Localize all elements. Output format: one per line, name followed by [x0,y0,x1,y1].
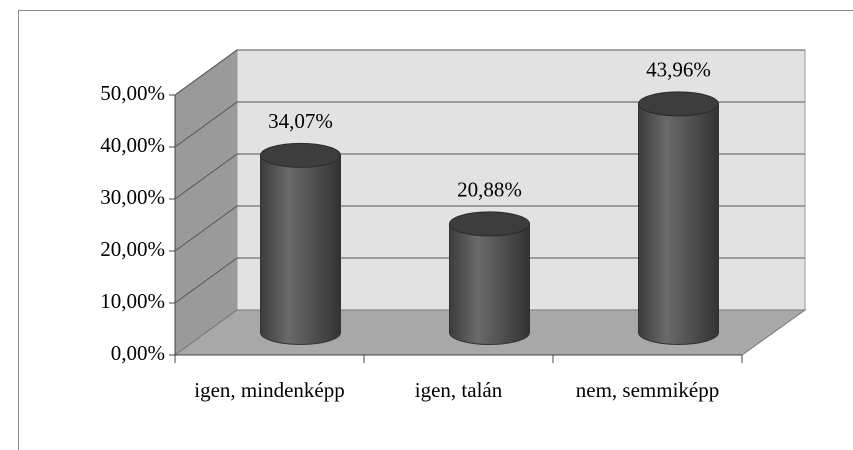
grid-line [174,101,238,148]
grid-line [174,153,238,200]
bar-top [449,211,530,237]
bar-top [260,142,341,168]
y-tick-label: 30,00% [100,185,165,209]
data-label: 34,07% [268,109,333,133]
grid-line [174,205,238,252]
x-tick-label: nem, semmiképp [575,378,720,402]
y-tick-label: 10,00% [100,289,165,313]
x-tick-label: igen, mindenképp [194,378,345,402]
chart-frame [18,10,853,450]
y-tick-label: 50,00% [100,81,165,105]
bar [260,154,341,345]
grid-line [174,257,238,304]
bar [449,223,530,345]
y-tick-label: 40,00% [100,133,165,157]
bar [638,103,719,345]
grid-line [174,49,238,96]
y-tick-label: 20,00% [100,237,165,261]
data-label: 20,88% [457,178,522,202]
x-tick-label: igen, talán [414,378,503,402]
bar-top [638,91,719,117]
y-tick-label: 0,00% [111,341,165,365]
data-label: 43,96% [646,58,711,82]
side-wall [174,49,238,356]
